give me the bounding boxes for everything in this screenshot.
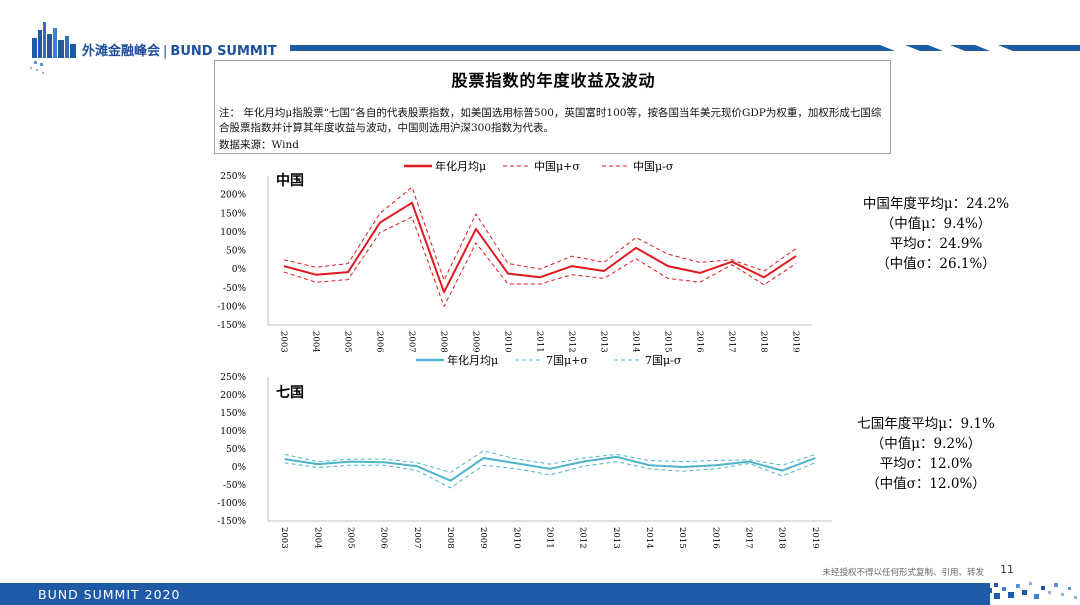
china-x-tick-2003: 2003 <box>279 331 289 353</box>
g7-x-tick-2015: 2015 <box>677 527 687 549</box>
g7-series-1-line <box>284 450 816 473</box>
china-x-tick-2005: 2005 <box>343 331 353 353</box>
g7-median-sigma: （中值σ：12.0%） <box>866 476 986 492</box>
g7-x-tick-2013: 2013 <box>611 527 621 549</box>
china-y-tick-7: -100% <box>217 302 246 312</box>
brand-name: 外滩金融峰会 | BUND SUMMIT <box>82 40 277 59</box>
g7-series-2-line <box>284 461 816 489</box>
g7-legend-label-1: 7国μ+σ <box>546 354 588 367</box>
china-panel-label: 中国 <box>276 173 304 189</box>
china-x-tick-2014: 2014 <box>631 331 641 353</box>
g7-y-tick-7: -100% <box>217 499 246 509</box>
g7-x-tick-2018: 2018 <box>777 527 787 549</box>
china-series-1-line <box>283 186 797 281</box>
g7-y-tick-0: 250% <box>220 373 246 383</box>
china-x-tick-2007: 2007 <box>407 331 417 353</box>
china-x-tick-2006: 2006 <box>375 331 385 353</box>
g7-x-tick-2014: 2014 <box>644 527 654 549</box>
china-x-tick-2011: 2011 <box>535 331 545 353</box>
china-x-tick-2009: 2009 <box>471 331 481 353</box>
slide-title: 股票指数的年度收益及波动 <box>451 71 656 90</box>
footer-pixel-decoration-icon <box>987 582 1077 599</box>
china-median-mu: （中值μ：9.4%） <box>880 216 992 232</box>
g7-x-tick-2012: 2012 <box>578 527 588 549</box>
g7-legend-label-0: 年化月均μ <box>447 353 498 367</box>
g7-x-tick-2008: 2008 <box>445 527 455 549</box>
footer-event-name: BUND SUMMIT 2020 <box>38 587 181 602</box>
g7-x-tick-2007: 2007 <box>412 527 422 549</box>
china-mean-mu: 中国年度平均μ：24.2% <box>862 196 1010 212</box>
china-y-tick-5: 0% <box>232 265 247 275</box>
g7-line-chart: 年化月均μ 7国μ+σ 7国μ-σ 250% 200% 150% 100% 50% 0% -50%… <box>217 353 832 549</box>
g7-y-tick-5: 0% <box>232 463 247 473</box>
g7-x-tick-2005: 2005 <box>345 527 355 549</box>
bund-summit-logo-icon <box>30 22 76 74</box>
china-x-tick-2012: 2012 <box>567 331 577 353</box>
china-legend-label-2: 中国μ-σ <box>633 160 674 173</box>
g7-x-tick-2009: 2009 <box>478 527 488 549</box>
china-series-0-line <box>283 201 797 294</box>
g7-stats: 七国年度平均μ：9.1% （中值μ：9.2%） 平均σ：12.0% （中值σ：1… <box>846 414 1006 494</box>
g7-legend-label-2: 7国μ-σ <box>645 354 682 367</box>
china-x-tick-2019: 2019 <box>791 331 801 353</box>
g7-x-tick-2010: 2010 <box>511 527 521 549</box>
g7-y-tick-8: -150% <box>217 517 246 527</box>
methodology-note: 注： 年化月均μ指股票“七国”各自的代表股票指数，如美国选用标普500，英国富时… <box>219 107 882 134</box>
title-box: 股票指数的年度收益及波动 注： 年化月均μ指股票“七国”各自的代表股票指数，如美… <box>214 60 891 154</box>
data-source: 数据来源：Wind <box>219 139 299 151</box>
china-x-tick-2017: 2017 <box>727 331 737 353</box>
g7-panel-label: 七国 <box>276 385 304 401</box>
china-x-tick-2018: 2018 <box>759 331 769 353</box>
g7-x-tick-2004: 2004 <box>312 527 322 549</box>
china-stats: 中国年度平均μ：24.2% （中值μ：9.4%） 平均σ：24.9% （中值σ：… <box>846 194 1026 274</box>
china-x-tick-2013: 2013 <box>599 331 609 353</box>
g7-x-tick-2006: 2006 <box>379 527 389 549</box>
footer-bar <box>0 583 990 605</box>
g7-y-tick-2: 150% <box>220 409 246 419</box>
china-y-tick-3: 100% <box>220 228 246 238</box>
header-stripe <box>290 45 1080 51</box>
g7-mean-mu: 七国年度平均μ：9.1% <box>857 416 995 432</box>
g7-median-mu: （中值μ：9.2%） <box>870 436 982 452</box>
china-y-tick-1: 200% <box>220 191 246 201</box>
g7-y-tick-1: 200% <box>220 391 246 401</box>
page-number: 11 <box>1000 563 1014 576</box>
china-chart: 年化月均μ 中国μ+σ 中国μ-σ 250% 200% 150% 100% 50% 0% -50%… <box>217 158 840 354</box>
china-legend-label-1: 中国μ+σ <box>534 160 580 173</box>
g7-x-tick-2016: 2016 <box>710 527 720 549</box>
china-mean-sigma: 平均σ：24.9% <box>889 236 983 252</box>
china-y-tick-2: 150% <box>220 209 246 219</box>
china-y-tick-6: -50% <box>223 284 246 294</box>
brand-name-cn: 外滩金融峰会 <box>82 44 161 59</box>
china-line-chart: 年化月均μ 中国μ+σ 中国μ-σ 250% 200% 150% 100% 50% 0% -50%… <box>217 159 812 353</box>
g7-series-0-line <box>284 455 816 482</box>
china-x-tick-2016: 2016 <box>695 331 705 353</box>
g7-y-tick-4: 50% <box>226 445 246 455</box>
g7-y-tick-6: -50% <box>223 481 246 491</box>
brand-divider: | <box>163 44 168 59</box>
china-series-2-line <box>283 216 797 307</box>
china-x-tick-2008: 2008 <box>439 331 449 353</box>
g7-mean-sigma: 平均σ：12.0% <box>879 456 973 472</box>
china-y-tick-8: -150% <box>217 321 246 331</box>
copyright-notice: 未经授权不得以任何形式复制、引用、转发 <box>822 568 984 578</box>
g7-y-tick-3: 100% <box>220 427 246 437</box>
china-y-tick-4: 50% <box>226 247 246 257</box>
china-x-tick-2015: 2015 <box>663 331 673 353</box>
g7-x-tick-2017: 2017 <box>744 527 754 549</box>
china-legend-label-0: 年化月均μ <box>435 159 486 173</box>
china-median-sigma: （中值σ：26.1%） <box>876 256 996 272</box>
g7-x-tick-2011: 2011 <box>545 527 555 549</box>
brand-name-en: BUND SUMMIT <box>170 44 277 59</box>
g7-x-tick-2003: 2003 <box>279 527 289 549</box>
china-y-tick-0: 250% <box>220 172 246 182</box>
china-x-tick-2004: 2004 <box>311 331 321 353</box>
china-x-tick-2010: 2010 <box>503 331 513 353</box>
g7-chart: 年化月均μ 7国μ+σ 7国μ-σ 250% 200% 150% 100% 50% 0% -50%… <box>217 352 840 549</box>
g7-x-tick-2019: 2019 <box>810 527 820 549</box>
